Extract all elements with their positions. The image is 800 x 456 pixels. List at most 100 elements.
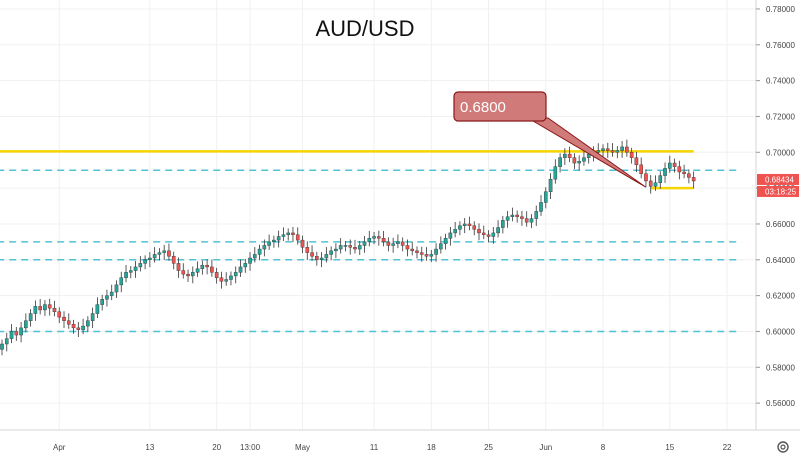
x-tick-label: 11	[370, 443, 379, 452]
candle	[71, 319, 76, 334]
candle	[391, 237, 395, 253]
y-tick-label: 0.56000	[766, 399, 795, 408]
candle	[543, 187, 548, 209]
candle	[348, 239, 353, 255]
y-tick-label: 0.76000	[766, 41, 795, 50]
candle	[324, 247, 329, 263]
candle	[372, 232, 376, 245]
candle	[620, 141, 624, 158]
candle	[539, 195, 543, 216]
candle	[214, 267, 219, 284]
candle	[114, 280, 119, 298]
candle	[300, 235, 305, 254]
candle	[9, 324, 14, 344]
candle	[286, 228, 291, 241]
candle	[205, 259, 209, 275]
candle	[486, 230, 491, 243]
candle	[128, 266, 133, 279]
candle	[100, 294, 104, 311]
candle	[577, 155, 581, 171]
candle	[229, 271, 233, 286]
x-tick-label: Jun	[539, 443, 552, 452]
candle	[90, 307, 95, 329]
chart-title: AUD/USD	[315, 16, 414, 41]
candle	[663, 162, 667, 183]
y-tick-label: 0.62000	[766, 292, 795, 301]
countdown-tag	[757, 185, 799, 197]
y-tick-label: 0.72000	[766, 112, 795, 121]
candle	[76, 321, 81, 338]
candle	[644, 169, 648, 187]
candle	[572, 153, 577, 169]
candle	[109, 284, 114, 301]
candle	[448, 227, 453, 246]
candle	[95, 297, 100, 319]
candle	[57, 307, 62, 324]
candle	[315, 251, 319, 266]
candle	[582, 150, 586, 166]
x-tick-label: 13:00	[240, 443, 261, 452]
x-tick-label: 13	[145, 443, 154, 452]
x-tick-label: 8	[601, 443, 606, 452]
candle	[138, 256, 143, 272]
candle	[601, 144, 605, 157]
candle	[553, 159, 558, 184]
price-tag-value: 0.68434	[765, 175, 794, 184]
candle	[558, 153, 562, 173]
candle	[424, 247, 429, 261]
candle	[28, 309, 33, 327]
candle	[429, 249, 434, 263]
candle	[119, 271, 124, 293]
settings-gear-icon[interactable]	[777, 441, 789, 453]
candle	[238, 259, 243, 277]
candle	[0, 339, 4, 356]
candle	[567, 146, 572, 163]
y-tick-label: 0.66000	[766, 220, 795, 229]
callout: 0.6800	[453, 91, 647, 188]
price-tag	[757, 173, 799, 185]
candle	[272, 235, 276, 248]
candle	[148, 252, 152, 268]
candle	[634, 151, 639, 173]
candle	[491, 227, 496, 244]
candle	[105, 289, 109, 307]
candle	[605, 142, 610, 158]
candle	[305, 241, 310, 260]
candle	[419, 246, 424, 262]
candle	[524, 211, 529, 227]
candle	[43, 300, 47, 316]
candle	[33, 300, 38, 321]
y-tick-label: 0.60000	[766, 327, 795, 336]
candle	[152, 247, 157, 263]
y-tick-label: 0.58000	[766, 363, 795, 372]
candle	[86, 316, 90, 332]
y-tick-label: 0.78000	[766, 5, 795, 14]
candle	[52, 300, 57, 317]
candle	[343, 240, 348, 252]
candle	[200, 260, 205, 275]
candle	[262, 239, 267, 257]
candle	[243, 258, 248, 273]
candle	[658, 171, 663, 189]
y-tick-label: 0.74000	[766, 77, 795, 86]
candle	[520, 210, 524, 226]
candle	[295, 227, 300, 245]
candle	[253, 247, 257, 263]
candle	[467, 216, 472, 231]
candle	[377, 230, 381, 246]
candle	[233, 266, 238, 284]
candle	[672, 158, 677, 173]
callout-label: 0.6800	[460, 99, 506, 116]
candle	[501, 215, 505, 234]
candle	[66, 313, 71, 329]
candle	[276, 230, 281, 248]
candle	[677, 160, 682, 180]
candle	[534, 205, 539, 226]
countdown-tag-value: 03:18:25	[765, 187, 797, 196]
candle	[668, 155, 672, 173]
candle	[143, 255, 147, 270]
candle	[653, 175, 658, 191]
candle	[171, 251, 176, 270]
candle	[81, 318, 85, 335]
